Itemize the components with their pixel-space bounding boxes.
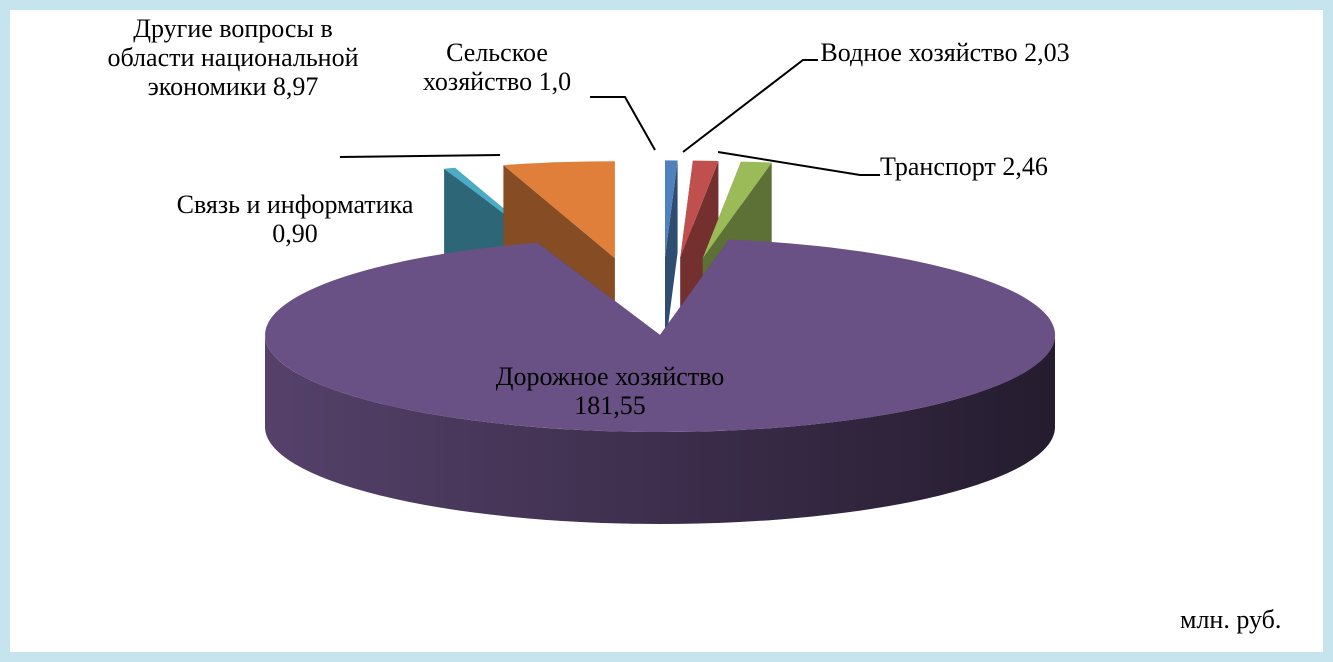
category: Транспорт: [880, 152, 996, 181]
slice-label: Связь и информатика 0,90: [165, 190, 425, 248]
value-label: 8,97: [272, 72, 319, 101]
slice: [680, 160, 719, 258]
slice: [503, 161, 615, 259]
category: Водное хозяйство: [820, 38, 1018, 67]
slice-label: Другие вопросы в области национальной эк…: [103, 14, 363, 101]
slice-label: Сельское хозяйство 1,0: [397, 38, 597, 96]
value-label: 2,03: [1024, 38, 1070, 67]
value-label: 181,55: [574, 391, 646, 420]
leader-line: [717, 151, 880, 176]
slice: [665, 160, 678, 258]
category: Связь и информатика: [176, 190, 414, 219]
category: Другие вопросы в области национальной эк…: [107, 14, 359, 101]
value-label: 0,90: [272, 219, 318, 248]
slice-label: Водное хозяйство 2,03: [815, 38, 1075, 67]
value-label: 1,0: [538, 67, 572, 96]
slice-side: [665, 160, 678, 350]
leader-line: [682, 59, 818, 153]
slice-side: [265, 335, 1055, 524]
leader-line: [339, 154, 501, 158]
slice-label: Дорожное хозяйство 181,55: [490, 362, 730, 420]
value-label: 2,46: [1002, 152, 1048, 181]
unit-label: млн. руб.: [1180, 605, 1282, 634]
slice: [265, 239, 1056, 433]
slice: [702, 161, 772, 259]
category: Дорожное хозяйство: [495, 362, 725, 391]
slice-label: Транспорт 2,46: [880, 152, 1110, 181]
leader-line: [590, 96, 656, 151]
category: Сельское хозяйство: [422, 38, 548, 96]
